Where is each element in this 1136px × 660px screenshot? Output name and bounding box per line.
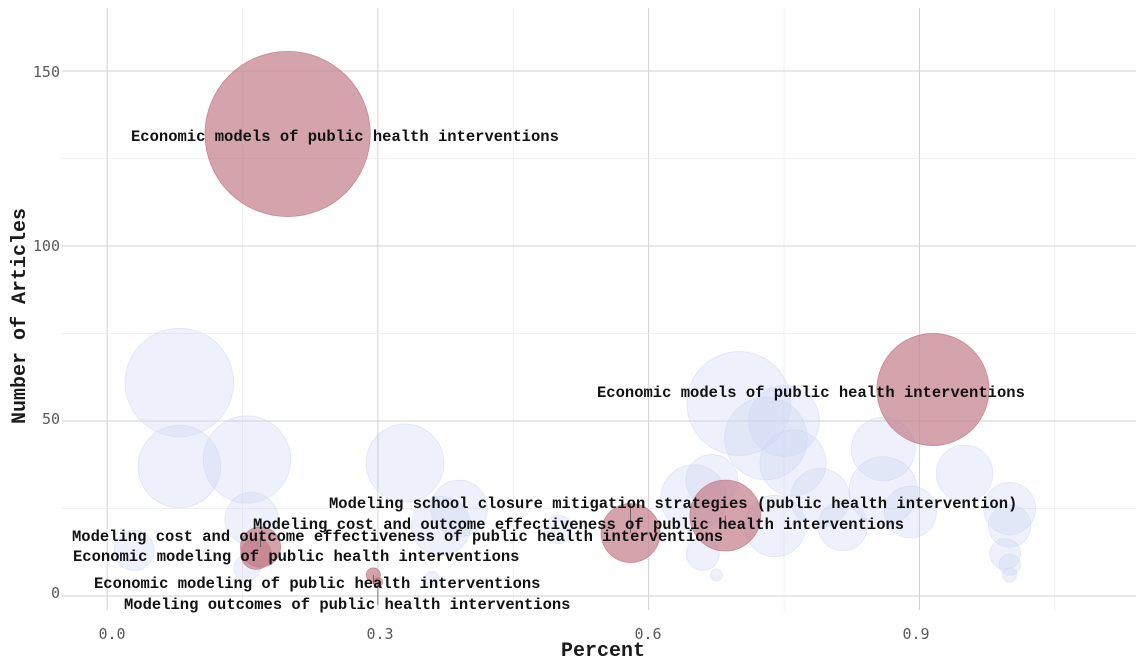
- bubble-point: [884, 485, 937, 539]
- bubble-point: [543, 514, 573, 545]
- bubble-point: [124, 327, 235, 438]
- grid-lines: [62, 8, 1136, 610]
- y-tick-label: 100: [33, 237, 60, 255]
- x-tick-label: 0.0: [98, 625, 125, 643]
- bubble-point: [748, 385, 820, 457]
- bubble-point: [686, 351, 792, 456]
- bubble-point: [113, 530, 155, 571]
- bubble-point: [935, 444, 994, 503]
- bubble-point: [817, 500, 868, 552]
- bubble-label: Modeling school closure mitigation strat…: [329, 495, 1017, 513]
- y-axis-title: Number of Articles: [9, 208, 32, 424]
- bubble-point: [137, 424, 222, 509]
- bubble-label: Modeling outcomes of public health inter…: [124, 596, 570, 614]
- x-tick-labels: 0.0 0.3 0.6 0.9: [98, 625, 929, 643]
- x-tick-label: 0.6: [634, 625, 661, 643]
- bubble-point: [424, 571, 440, 586]
- bubble-point: [1002, 567, 1018, 583]
- bubble-label: Economic models of public health interve…: [131, 128, 559, 146]
- highlighted-bubble: [876, 333, 990, 446]
- bubble-point: [365, 423, 445, 503]
- x-tick-label: 0.9: [902, 625, 929, 643]
- y-tick-label: 150: [33, 63, 60, 81]
- bubble-point: [710, 568, 723, 582]
- highlighted-bubble: [240, 538, 272, 570]
- bubble-point: [988, 504, 1032, 548]
- highlighted-bubbles: [204, 51, 990, 588]
- bubble-label: Economic modeling of public health inter…: [94, 575, 540, 593]
- x-axis-title: Percent: [561, 640, 645, 660]
- bubble-point: [983, 482, 1037, 535]
- bubble-point: [411, 496, 471, 556]
- bubble-label: Modeling cost and outcome effectiveness …: [253, 516, 904, 534]
- bubble-label: Modeling cost and outcome effectiveness …: [72, 528, 723, 546]
- bubble-labels: Economic models of public health interve…: [72, 128, 1025, 614]
- y-tick-labels: 0 50 100 150: [33, 63, 60, 602]
- bubble-label: Economic models of public health interve…: [597, 384, 1025, 402]
- x-tick-label: 0.3: [366, 625, 393, 643]
- y-tick-label: 0: [51, 584, 60, 602]
- bubble-point: [759, 429, 827, 497]
- y-tick-label: 50: [42, 410, 60, 428]
- bubble-point: [430, 479, 488, 538]
- bubble-point: [848, 456, 918, 526]
- highlighted-bubble: [204, 51, 371, 217]
- bubble-point: [202, 415, 292, 504]
- bubble-label: Economic modeling of public health inter…: [73, 548, 519, 566]
- label-leader-lines: [260, 504, 726, 605]
- bubble-point: [724, 396, 808, 481]
